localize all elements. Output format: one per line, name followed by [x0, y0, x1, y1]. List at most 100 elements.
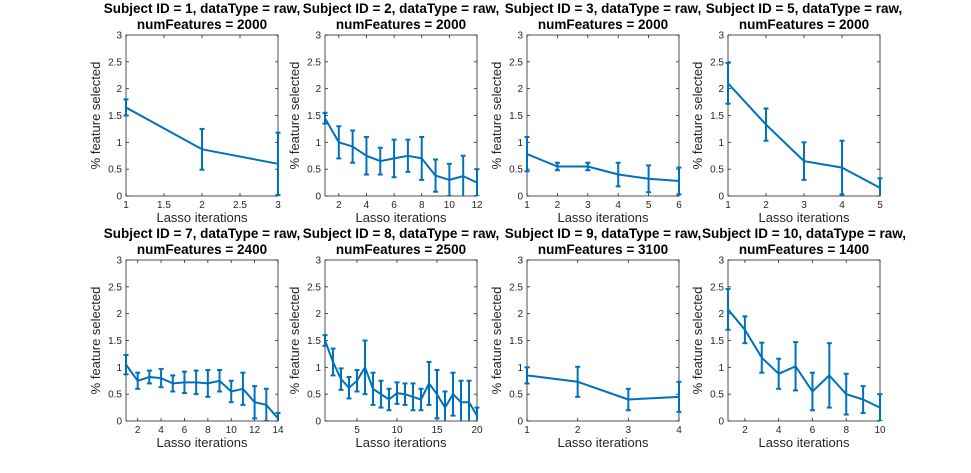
y-tick-label: 0 — [116, 192, 122, 203]
y-tick-label: 1.5 — [710, 111, 724, 122]
y-tick-label: 1.5 — [108, 111, 122, 122]
x-tick-label: 15 — [431, 425, 443, 436]
x-tick-label: 4 — [676, 425, 682, 436]
x-tick-label: 14 — [272, 425, 284, 436]
x-tick-label: 8 — [843, 425, 849, 436]
error-bar — [725, 287, 731, 331]
x-axis-label: Lasso iterations — [758, 435, 850, 450]
x-tick-label: 10 — [226, 425, 238, 436]
y-tick-label: 1.5 — [307, 111, 321, 122]
x-tick-label: 10 — [874, 425, 886, 436]
plot-area — [524, 365, 682, 413]
x-tick-label: 4 — [839, 200, 845, 211]
error-bar — [524, 366, 530, 385]
subplot-title-line: numFeatures = 2000 — [739, 17, 869, 32]
x-tick-label: 6 — [182, 425, 188, 436]
y-tick-label: 1 — [517, 363, 523, 374]
error-bar — [418, 387, 424, 412]
y-axis-label: % feature selected — [690, 287, 705, 395]
x-tick-label: 5 — [354, 425, 360, 436]
error-bar — [742, 315, 748, 345]
subplot-5: 0 0.5 1 1.5 2 2.5 3 2 4 6 8 10 12 14 Lasso iterations%… — [88, 226, 300, 450]
y-tick-label: 2.5 — [307, 282, 321, 293]
error-bar — [474, 406, 480, 421]
x-tick-label: 2 — [135, 425, 141, 436]
plot-area — [725, 287, 883, 421]
plot-area — [725, 61, 883, 196]
y-tick-label: 1 — [718, 138, 724, 149]
y-axis-label: % feature selected — [690, 62, 705, 170]
y-tick-label: 0.5 — [307, 165, 321, 176]
error-bar — [801, 141, 807, 181]
y-tick-label: 3 — [315, 31, 321, 42]
x-tick-label: 3 — [585, 200, 591, 211]
y-tick-label: 2 — [116, 309, 122, 320]
error-bar — [252, 385, 258, 420]
y-axis-label: % feature selected — [489, 287, 504, 395]
plot-area — [322, 334, 480, 421]
error-bar — [426, 360, 432, 406]
y-tick-label: 2 — [718, 84, 724, 95]
y-tick-label: 0.5 — [509, 165, 523, 176]
subplot-title-line: Subject ID = 10, dataType = raw, — [702, 226, 906, 241]
error-bar — [575, 365, 581, 398]
y-tick-label: 1.5 — [509, 336, 523, 347]
error-bar — [354, 369, 360, 393]
subplot-8: 0 0.5 1 1.5 2 2.5 3 2 4 6 8 10 Lasso iterations % fea… — [690, 226, 906, 450]
error-bar — [363, 135, 369, 176]
y-tick-label: 0.5 — [307, 390, 321, 401]
error-bar — [394, 381, 400, 405]
y-tick-label: 2.5 — [710, 57, 724, 68]
x-axis-label: Lasso iterations — [156, 435, 248, 450]
error-bar — [793, 341, 799, 392]
x-tick-label: 4 — [615, 200, 621, 211]
error-bar — [676, 380, 682, 413]
series-line — [324, 117, 478, 184]
x-tick-label: 1 — [524, 425, 530, 436]
y-tick-label: 2.5 — [307, 57, 321, 68]
x-tick-label: 2 — [199, 200, 205, 211]
y-tick-label: 2.5 — [710, 282, 724, 293]
subplot-title-line: numFeatures = 2000 — [336, 17, 466, 32]
y-tick-label: 3 — [517, 31, 523, 42]
error-bar — [330, 347, 336, 377]
error-bar — [123, 353, 129, 376]
error-bar — [377, 146, 383, 176]
y-tick-label: 3 — [718, 256, 724, 267]
x-tick-label: 3 — [275, 200, 281, 211]
error-bar — [433, 158, 439, 193]
x-tick-label: 2 — [742, 425, 748, 436]
error-bar — [554, 161, 560, 172]
y-tick-label: 0.5 — [710, 390, 724, 401]
error-bar — [725, 61, 731, 105]
subplot-title-line: numFeatures = 3100 — [538, 242, 668, 257]
error-bar — [474, 168, 480, 196]
error-bar — [458, 379, 464, 421]
x-tick-label: 8 — [419, 200, 425, 211]
error-bar — [170, 374, 176, 393]
y-tick-label: 3 — [315, 256, 321, 267]
y-tick-label: 0.5 — [108, 165, 122, 176]
x-tick-label: 10 — [391, 425, 403, 436]
plot-area — [524, 135, 682, 196]
x-tick-label: 1.5 — [157, 200, 171, 211]
x-tick-label: 6 — [391, 200, 397, 211]
error-bar — [676, 166, 682, 196]
y-tick-label: 2.5 — [509, 57, 523, 68]
y-tick-label: 2 — [315, 309, 321, 320]
axes-box — [125, 259, 279, 422]
error-bar — [370, 371, 376, 406]
x-tick-label: 4 — [364, 200, 370, 211]
error-bar — [446, 162, 452, 196]
subplot-title-line: Subject ID = 5, dataType = raw, — [706, 1, 903, 16]
error-bar — [646, 164, 652, 194]
error-bar — [466, 379, 472, 421]
error-bar — [877, 393, 883, 421]
y-tick-label: 2 — [315, 84, 321, 95]
series-line — [324, 340, 478, 417]
error-bar — [228, 379, 234, 404]
error-bar — [386, 387, 392, 412]
x-tick-label: 6 — [676, 200, 682, 211]
y-tick-label: 0 — [718, 192, 724, 203]
y-tick-label: 3 — [116, 256, 122, 267]
